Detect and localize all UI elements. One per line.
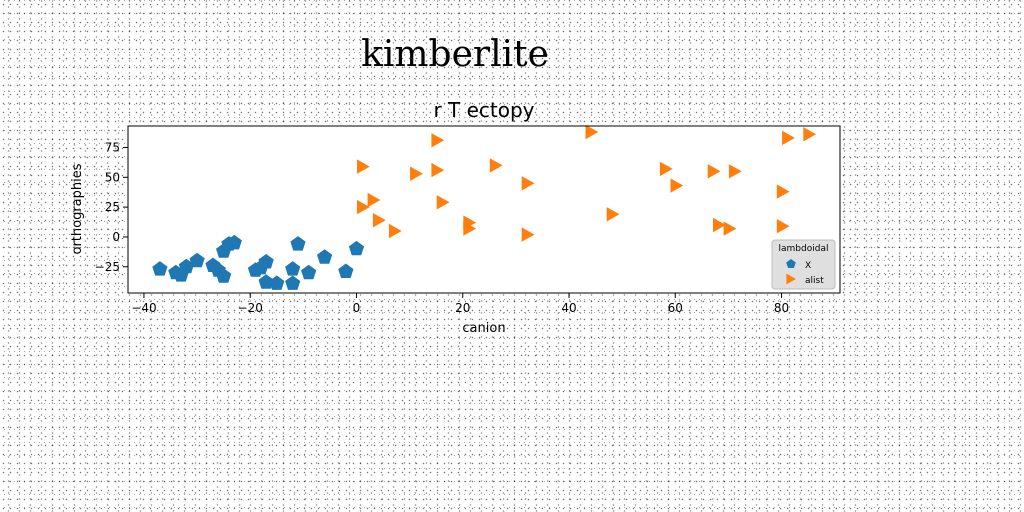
x-tick-label-2: 0 bbox=[353, 301, 361, 315]
legend-label-alist: alist bbox=[805, 276, 824, 286]
x-tick-label-0: −40 bbox=[131, 301, 156, 315]
y-tick-label-0: −25 bbox=[95, 260, 120, 274]
y-tick-label-3: 50 bbox=[105, 170, 120, 184]
plot-area bbox=[128, 126, 840, 293]
x-tick-label-1: −20 bbox=[238, 301, 263, 315]
y-tick-label-1: 0 bbox=[112, 230, 120, 244]
chart-title: r T ectopy bbox=[433, 98, 534, 122]
x-tick-label-5: 60 bbox=[668, 301, 683, 315]
legend-title: lambdoidal bbox=[779, 244, 829, 254]
x-axis-label: canion bbox=[462, 321, 505, 336]
y-tick-label-2: 25 bbox=[105, 200, 120, 214]
y-axis-label: orthographies bbox=[70, 163, 85, 254]
legend: lambdoidal X alist bbox=[772, 240, 835, 289]
x-axis-ticks: −40 −20 0 20 40 60 80 bbox=[131, 293, 789, 315]
figure-suptitle: kimberlite bbox=[361, 34, 549, 75]
y-tick-label-4: 75 bbox=[105, 140, 120, 154]
x-tick-label-4: 40 bbox=[561, 301, 576, 315]
x-tick-label-3: 20 bbox=[455, 301, 470, 315]
x-tick-label-6: 80 bbox=[774, 301, 789, 315]
y-axis-ticks: −25 0 25 50 75 bbox=[95, 140, 128, 273]
legend-label-x: X bbox=[805, 261, 811, 271]
